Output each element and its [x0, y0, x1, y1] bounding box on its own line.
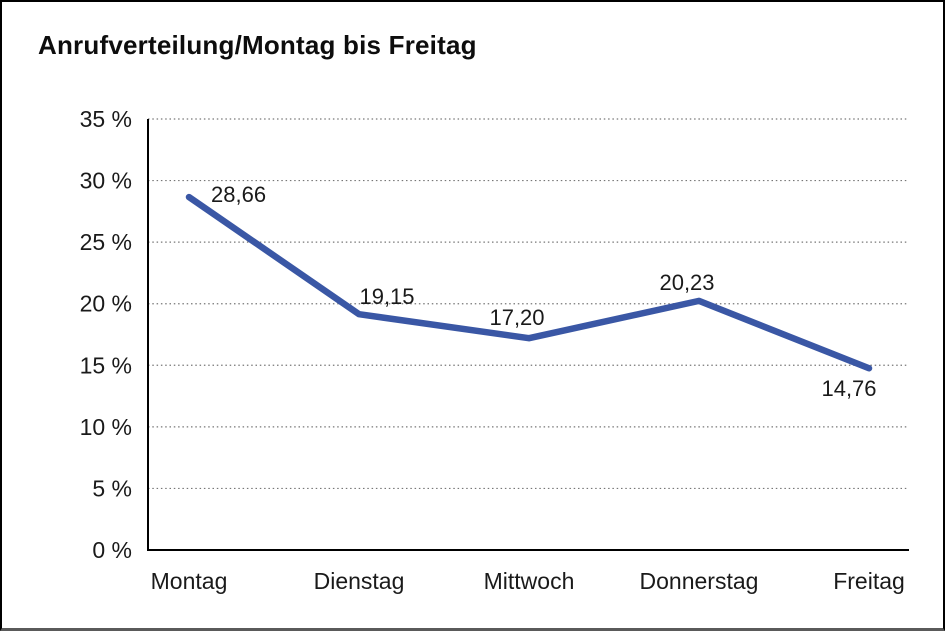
x-category-label: Freitag — [833, 568, 905, 594]
data-point-label: 17,20 — [489, 305, 544, 330]
y-tick-label: 25 % — [80, 229, 132, 255]
data-line — [185, 193, 873, 372]
y-tick-label: 20 % — [80, 291, 132, 317]
data-point-label: 28,66 — [211, 182, 266, 207]
x-category-label: Dienstag — [314, 568, 405, 594]
x-category-label: Donnerstag — [640, 568, 759, 594]
data-point-label: 19,15 — [359, 284, 414, 309]
y-tick-label: 15 % — [80, 352, 132, 378]
y-tick-label: 30 % — [80, 168, 132, 194]
y-tick-label: 10 % — [80, 414, 132, 440]
data-point-labels: 28,66 19,15 17,20 20,23 14,76 — [211, 182, 877, 401]
y-tick-label: 0 % — [92, 537, 132, 563]
gridlines — [148, 118, 909, 490]
data-point-label: 20,23 — [659, 270, 714, 295]
y-tick-label: 5 % — [92, 475, 132, 501]
x-category-labels: Montag Dienstag Mittwoch Donnerstag Freitag — [151, 568, 905, 594]
data-series — [185, 193, 873, 372]
x-category-label: Montag — [151, 568, 228, 594]
y-tick-labels: 0 % 5 % 10 % 15 % 20 % 25 % 30 % 35 % — [80, 106, 132, 563]
data-point-label: 14,76 — [821, 376, 876, 401]
chart-title: Anrufverteilung/Montag bis Freitag — [38, 30, 477, 60]
y-tick-label: 35 % — [80, 106, 132, 132]
x-category-label: Mittwoch — [484, 568, 575, 594]
axes — [147, 119, 909, 551]
